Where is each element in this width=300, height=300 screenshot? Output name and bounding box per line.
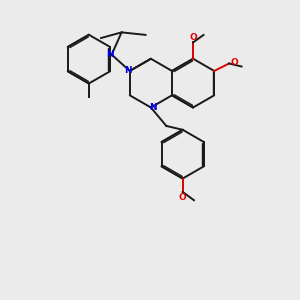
Text: N: N xyxy=(106,50,114,59)
Text: N: N xyxy=(124,66,132,75)
Text: O: O xyxy=(189,33,197,42)
Text: O: O xyxy=(230,58,238,67)
Text: N: N xyxy=(149,103,157,112)
Text: O: O xyxy=(179,194,187,202)
